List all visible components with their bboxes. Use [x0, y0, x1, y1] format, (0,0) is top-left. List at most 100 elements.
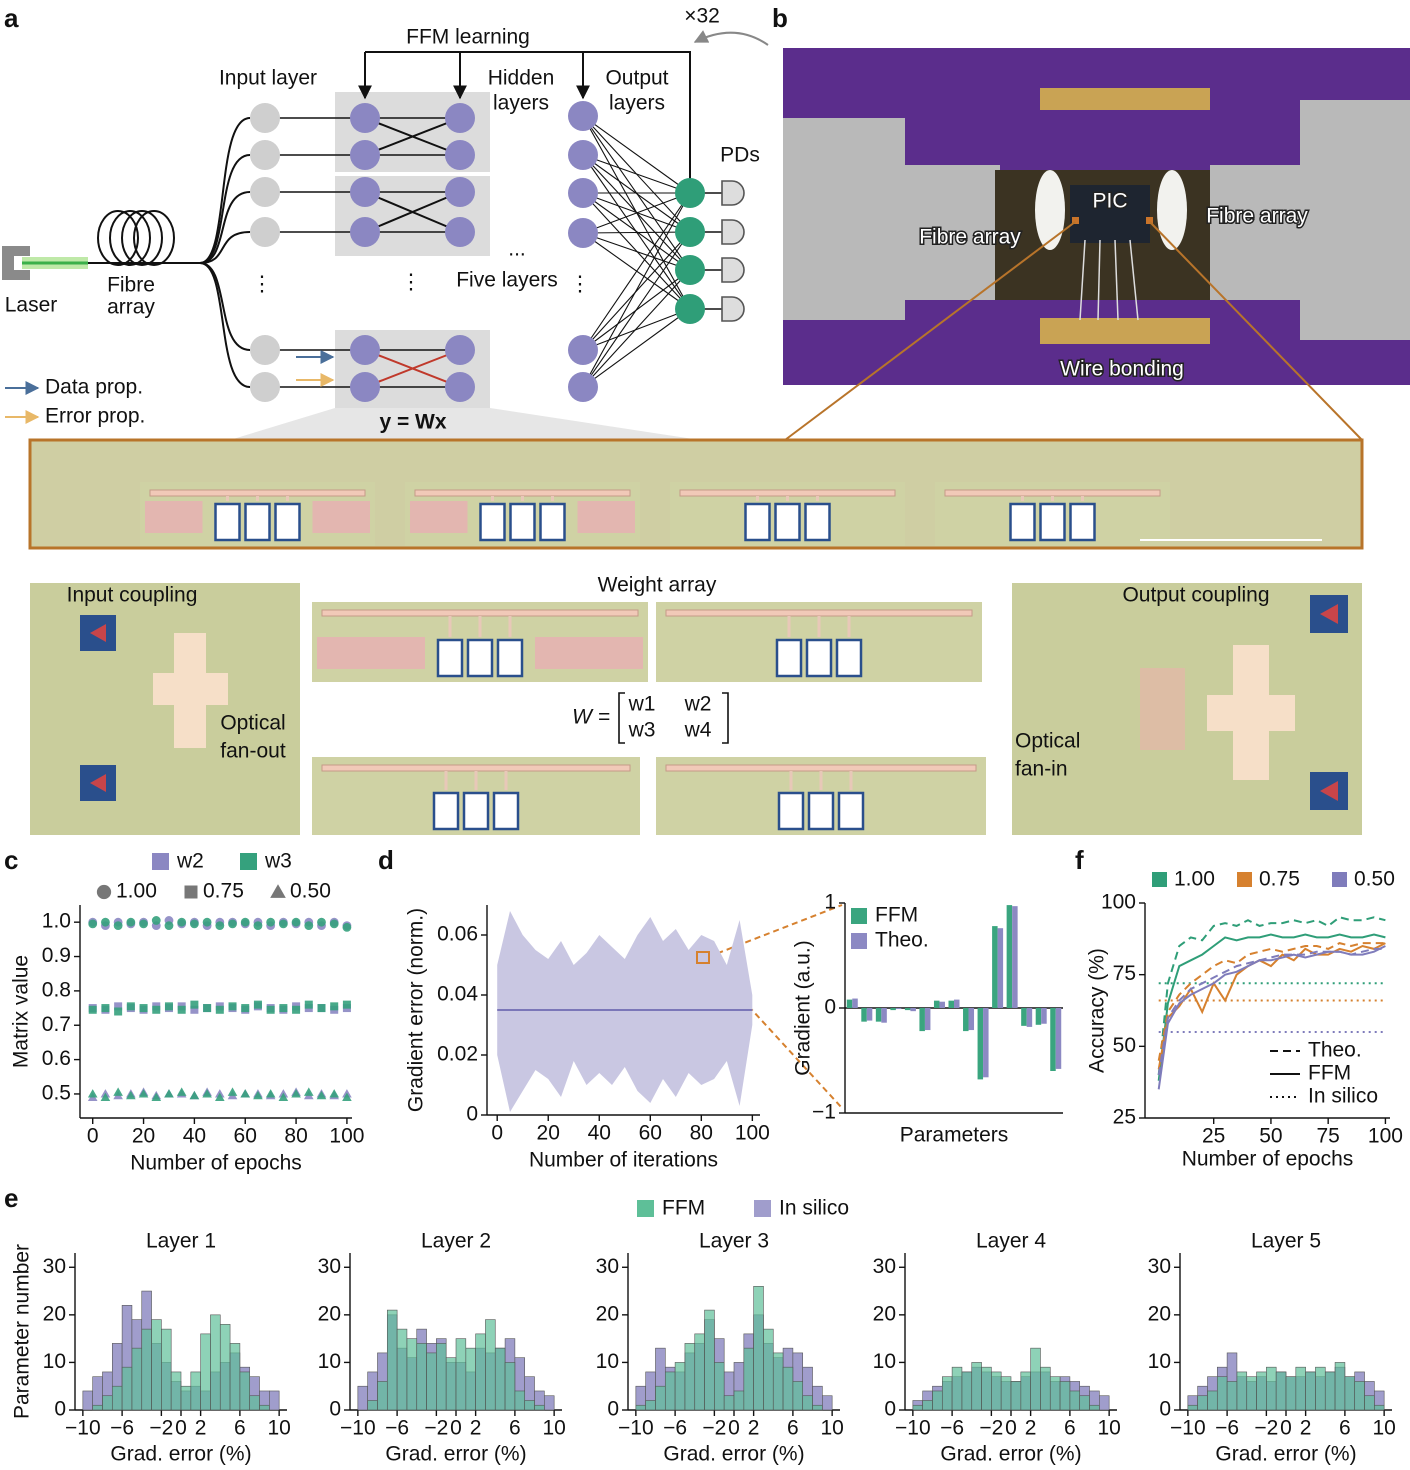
line — [1157, 942, 1386, 1070]
fibre-coil — [97, 210, 175, 266]
x-tick-label: 2 — [1300, 1417, 1312, 1440]
bar — [1055, 1008, 1062, 1069]
input-node — [250, 177, 280, 207]
point — [189, 1090, 200, 1100]
bar — [997, 928, 1004, 1008]
point — [266, 1005, 275, 1014]
legend-label: FFM — [1308, 1062, 1351, 1085]
hist-bar — [514, 1390, 526, 1411]
photodetector — [721, 296, 745, 322]
legend-marker — [184, 885, 198, 899]
edge — [582, 192, 691, 271]
x-tick-label: 100 — [329, 1125, 364, 1148]
point — [114, 1007, 123, 1016]
hidden-node — [445, 103, 475, 133]
x-tick-label: −2 — [1254, 1417, 1278, 1440]
point — [101, 1004, 110, 1013]
hist-bar — [922, 1400, 933, 1411]
point — [342, 922, 352, 932]
hist-bar — [1285, 1376, 1297, 1411]
hidden-node — [350, 103, 380, 133]
output-label: layers — [609, 92, 665, 115]
output-node — [568, 335, 598, 365]
zoom-projection — [230, 408, 700, 440]
hist-bar — [1020, 1371, 1031, 1411]
point — [138, 1089, 149, 1098]
point — [278, 919, 288, 929]
point — [316, 1090, 327, 1100]
bar — [910, 1008, 916, 1012]
legend-label: In silico — [1308, 1085, 1378, 1108]
point — [113, 1087, 123, 1096]
x-tick-label: 25 — [1202, 1125, 1225, 1148]
bar — [1021, 1008, 1027, 1026]
x-tick-label: 0 — [1005, 1417, 1017, 1440]
x-tick-label: 0 — [491, 1122, 503, 1145]
legend-label: Theo. — [875, 929, 929, 952]
bar — [948, 1000, 954, 1008]
point — [203, 1004, 212, 1013]
hist-bar — [1099, 1395, 1110, 1411]
hist-bar — [645, 1400, 656, 1411]
hist-bar — [1226, 1381, 1238, 1411]
matrix-cell: w1 — [628, 693, 656, 716]
vdots: ⋮ — [252, 273, 273, 296]
detector-node — [675, 294, 705, 324]
bar — [1026, 1008, 1033, 1027]
x-tick-label: −6 — [110, 1417, 134, 1440]
hidden-node — [350, 217, 380, 247]
hist-bar — [714, 1362, 725, 1411]
hist-bar — [1374, 1404, 1385, 1411]
pad — [804, 502, 831, 542]
hist-bar — [1010, 1381, 1022, 1411]
fibre-array-label: Fibre array — [919, 226, 1021, 249]
point — [329, 1089, 340, 1098]
hist-bar — [1207, 1390, 1218, 1411]
y-tick-label: 10 — [43, 1350, 66, 1373]
hist-bar — [161, 1328, 172, 1411]
hist-bar — [485, 1319, 496, 1411]
data-prop-label: Data prop. — [45, 376, 143, 399]
x-tick-label: 6 — [1064, 1417, 1076, 1440]
hist-bar — [792, 1381, 804, 1411]
device-photo: b PIC Fibre array Fibre array Wire bondi… — [772, 3, 1410, 441]
point — [330, 1002, 339, 1011]
hist-bar — [951, 1366, 963, 1411]
hist-bar — [494, 1347, 506, 1411]
hist-bar — [357, 1385, 368, 1411]
point — [291, 917, 301, 927]
hist-bar — [1000, 1376, 1012, 1411]
error-prop-label: Error prop. — [45, 405, 145, 428]
point — [151, 1092, 162, 1101]
y-tick-label: 10 — [1148, 1350, 1171, 1373]
x-tick-label: 40 — [183, 1125, 206, 1148]
point — [164, 1002, 173, 1011]
hist-bar — [367, 1400, 378, 1411]
fibre-label: array — [107, 296, 155, 319]
hist-bar — [733, 1390, 745, 1411]
edge — [582, 154, 691, 194]
hist-bar — [674, 1362, 686, 1411]
point — [100, 1092, 111, 1101]
point — [215, 1005, 224, 1014]
point — [101, 917, 110, 927]
output-node — [568, 140, 598, 170]
panel-title: Layer 3 — [699, 1230, 769, 1253]
hist-bar — [1364, 1395, 1375, 1411]
output-node — [568, 218, 598, 248]
y-tick-label: 20 — [596, 1302, 619, 1325]
hist-bar — [92, 1404, 103, 1411]
pad — [492, 791, 520, 831]
output-node — [568, 178, 598, 208]
point — [114, 1002, 123, 1011]
point — [189, 919, 199, 929]
hist-bar — [1030, 1347, 1041, 1411]
grating — [312, 501, 370, 533]
x-tick-label: 10 — [1372, 1417, 1395, 1440]
output-node — [568, 372, 598, 402]
hist-bar — [991, 1371, 1002, 1411]
x-tick-label: 80 — [284, 1125, 307, 1148]
legend-label: 1.00 — [116, 880, 157, 903]
hist-bar — [1295, 1366, 1306, 1411]
vdots: ⋮ — [401, 271, 422, 294]
